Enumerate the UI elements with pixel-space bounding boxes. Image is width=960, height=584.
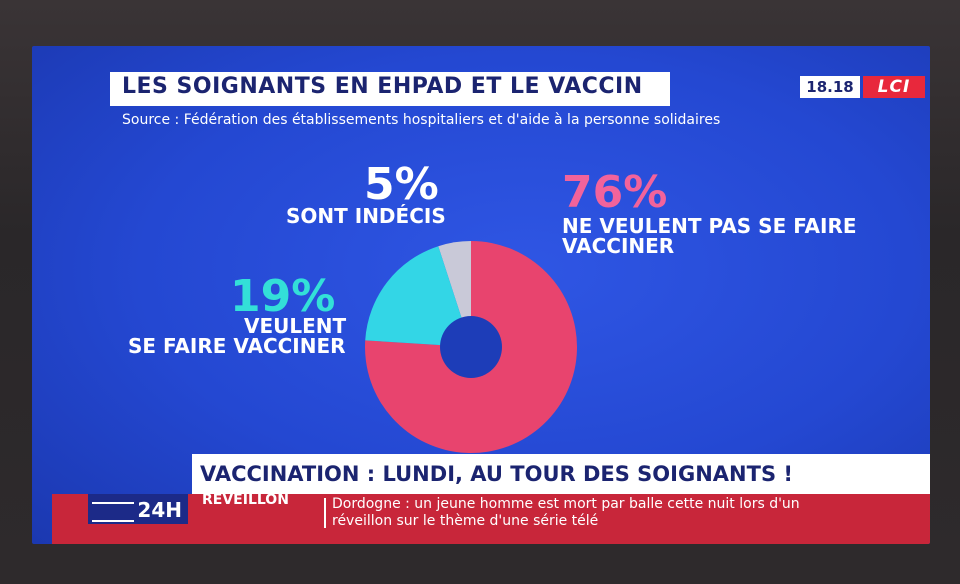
slice-value-undecided: 5% [364,159,439,210]
slice-value-accept: 19% [230,271,336,322]
news-ticker [52,494,930,544]
slice-value-refuse: 76% [562,167,668,218]
ticker-tag: 24H [88,494,188,524]
ticker-separator [324,498,326,528]
headline-banner [192,454,930,494]
slice-label-undecided: SONT INDÉCIS [286,204,446,228]
headline: VACCINATION : LUNDI, AU TOUR DES SOIGNAN… [200,462,793,486]
source-caption: Source : Fédération des établissements h… [122,112,721,128]
ticker-line-1: Dordogne : un jeune homme est mort par b… [332,496,800,512]
donut-hole [440,316,502,378]
ticker-text: Dordogne : un jeune homme est mort par b… [332,496,800,530]
slice-label-accept-line1: VEULENT [244,314,347,338]
ticker-rubric: RÉVEILLON [202,492,289,508]
ticker-line-2: réveillon sur le thème d'une série télé [332,513,599,529]
channel-logo: LCI [863,76,925,98]
broadcast-screen: LES SOIGNANTS EN EHPAD ET LE VACCIN Sour… [32,46,930,544]
clock: 18.18 [800,76,860,98]
title-banner [110,72,670,106]
slice-label-refuse-line2: VACCINER [562,234,675,258]
page-title: LES SOIGNANTS EN EHPAD ET LE VACCIN [122,74,643,99]
ticker-tag-lines [92,502,134,522]
slice-accept [365,246,471,347]
slice-label-accept-line2: SE FAIRE VACCINER [128,334,346,358]
slice-label-refuse-line1: NE VEULENT PAS SE FAIRE [562,214,857,238]
donut-chart [365,241,577,453]
